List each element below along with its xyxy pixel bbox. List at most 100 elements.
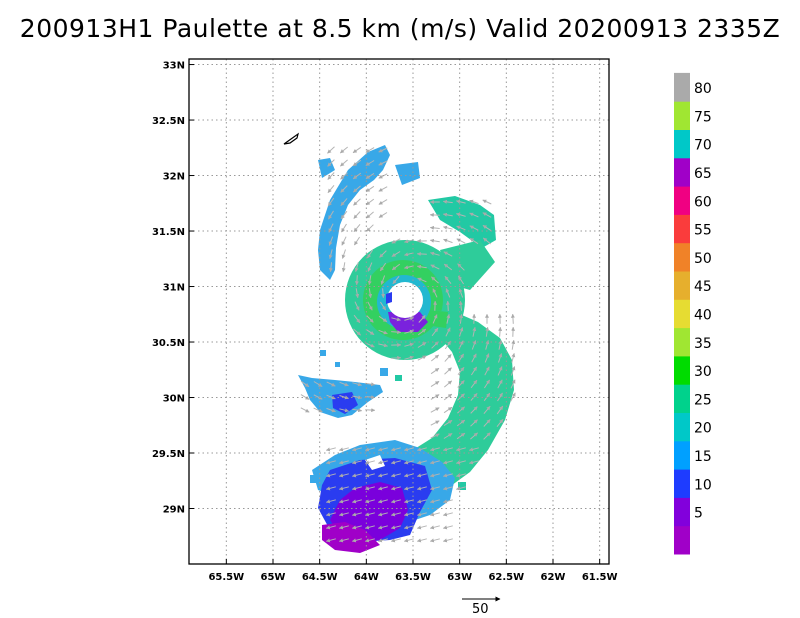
- wind-vector: [444, 367, 452, 375]
- wind-vector: [430, 380, 440, 388]
- wind-vector: [456, 199, 466, 204]
- small-cell: [380, 368, 388, 376]
- colorbar-segment: [674, 384, 690, 413]
- wind-vector: [340, 159, 348, 167]
- wind-vector: [430, 394, 440, 400]
- small-cell: [320, 350, 326, 356]
- wind-vector: [431, 327, 439, 337]
- wind-vector: [378, 186, 388, 192]
- wind-vector: [340, 172, 348, 180]
- wind-vector: [341, 262, 346, 273]
- colorbar-label: 75: [694, 109, 712, 125]
- wind-vector: [325, 447, 336, 452]
- wind-vector: [352, 159, 362, 167]
- x-axis-ticks: 65.5W 65W 64.5W 64W 63.5W 63W 62.5W 62W 61.5W: [208, 559, 618, 583]
- wind-vector: [365, 160, 375, 166]
- y-tick-label: 30N: [163, 394, 185, 405]
- eye: [387, 282, 423, 318]
- wind-vector: [364, 512, 375, 517]
- wind-vector: [366, 249, 374, 259]
- wind-vector: [455, 447, 466, 452]
- wind-vector: [456, 238, 466, 244]
- map-frame: [188, 58, 610, 565]
- wind-vector: [482, 237, 492, 245]
- wind-vector: [404, 355, 414, 360]
- north-band-3: [395, 162, 420, 185]
- wind-vector: [429, 499, 440, 504]
- colorbar-label: 70: [694, 138, 712, 154]
- y-axis-ticks: 33N 32.5N 32N 31.5N 31N 30.5N 30N 29.5N 29N: [152, 61, 194, 516]
- wind-vector: [497, 392, 503, 402]
- map-grid: [189, 59, 609, 564]
- colorbar-segment: [674, 469, 690, 498]
- wind-vector: [443, 380, 453, 388]
- wind-vector: [353, 314, 361, 324]
- wind-vector: [338, 525, 349, 530]
- wind-vector: [403, 525, 414, 530]
- wind-vector: [442, 486, 453, 491]
- wind-vector: [404, 239, 414, 244]
- wind-vector: [327, 146, 335, 154]
- wind-vector: [403, 512, 414, 517]
- wind-vector: [365, 198, 375, 206]
- wind-vector: [403, 447, 414, 452]
- wind-vector: [327, 197, 335, 207]
- wind-vector: [485, 326, 490, 337]
- colorbar-segment: [674, 72, 690, 102]
- wind-vector: [390, 499, 401, 504]
- wind-vector: [351, 460, 362, 465]
- wind-vector: [351, 473, 362, 478]
- wind-vector: [340, 198, 348, 206]
- wind-vector: [325, 525, 336, 530]
- small-cell: [310, 475, 318, 483]
- wind-vector: [341, 249, 346, 259]
- wind-vector: [496, 418, 504, 428]
- wind-vector: [381, 288, 386, 299]
- wind-vector: [403, 538, 414, 543]
- wind-vector: [416, 538, 427, 543]
- wind-vector: [338, 538, 349, 543]
- wind-vector: [483, 379, 491, 389]
- wind-vector: [367, 262, 373, 272]
- wind-vector: [326, 407, 336, 413]
- wind-vector: [391, 263, 401, 271]
- wind-vector: [416, 486, 427, 491]
- island-outline: [283, 132, 299, 145]
- wind-vector: [483, 419, 491, 427]
- x-tick-label: 62.5W: [488, 572, 524, 583]
- wind-vector: [455, 473, 466, 478]
- wind-vector: [469, 237, 479, 245]
- wind-vector: [390, 447, 401, 452]
- y-tick-label: 33N: [163, 61, 185, 72]
- wind-vector: [365, 185, 375, 193]
- wind-vector: [429, 473, 440, 478]
- wind-vector: [442, 199, 453, 204]
- wind-vector: [442, 473, 453, 478]
- wind-vector: [365, 395, 376, 400]
- colorbar-label: 65: [694, 166, 712, 182]
- wind-vector: [469, 225, 479, 231]
- wind-vector: [328, 210, 334, 220]
- wind-vector: [430, 420, 440, 426]
- south-hole: [365, 455, 385, 470]
- wind-vector: [510, 379, 516, 389]
- colorbar-label: 5: [694, 506, 703, 522]
- wind-vector: [378, 212, 388, 218]
- wind-vector: [417, 328, 427, 336]
- wind-vector: [365, 342, 375, 348]
- wind-vector: [300, 407, 310, 413]
- small-cell: [335, 362, 340, 367]
- y-tick-label: 29.5N: [152, 449, 185, 460]
- wind-vector: [338, 512, 349, 517]
- eye-purple: [388, 312, 428, 332]
- wind-vector: [377, 538, 388, 543]
- x-tick-label: 62W: [541, 572, 566, 583]
- colorbar: 5 10 15 20 25 30 35 40 45 50 55 60 65 70 75 80: [674, 72, 712, 555]
- wind-vector: [443, 263, 453, 271]
- wind-vector: [429, 525, 440, 530]
- wind-vector: [442, 212, 453, 217]
- wind-vector: [328, 262, 333, 273]
- wind-vector: [456, 432, 466, 440]
- colorbar-segment: [674, 412, 690, 442]
- wind-vector: [430, 264, 440, 270]
